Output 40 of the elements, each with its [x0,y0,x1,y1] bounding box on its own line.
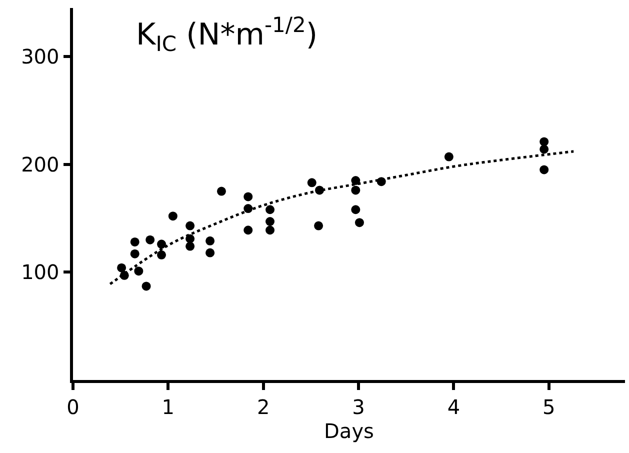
point [307,178,316,188]
point [266,226,275,235]
y-tick-label: 200 [21,152,60,176]
y-tick-label: 100 [21,260,60,284]
point [314,221,324,230]
point [186,221,195,230]
point [351,186,360,195]
y-axis-title: K$_{IC}$ (N*m$^{-1/2}$) [136,13,318,56]
point [244,226,253,235]
x-tick-label: 2 [256,394,270,419]
point [206,248,215,258]
x-tick-label: 5 [542,394,556,419]
point [216,186,226,196]
y-tick-label: 300 [21,44,60,69]
point [130,249,140,258]
point [444,152,454,162]
point [157,250,166,260]
point [142,282,151,291]
point [351,205,360,214]
point [206,236,215,246]
point [244,192,253,202]
point [351,176,360,186]
point [130,237,140,246]
x-tick-label: 1 [162,394,175,419]
x-tick-label: 0 [66,394,80,419]
point [157,240,166,249]
point [266,217,275,226]
point [117,263,126,272]
point [168,212,178,221]
point [540,144,549,154]
point [354,218,364,228]
point [540,165,549,174]
point [146,235,155,244]
x-tick-label: 3 [352,394,365,419]
x-tick-label: 4 [447,394,460,419]
point [186,242,195,251]
x-axis-title: Days [324,418,374,443]
point [540,137,549,146]
point [266,205,275,214]
point [134,266,144,276]
